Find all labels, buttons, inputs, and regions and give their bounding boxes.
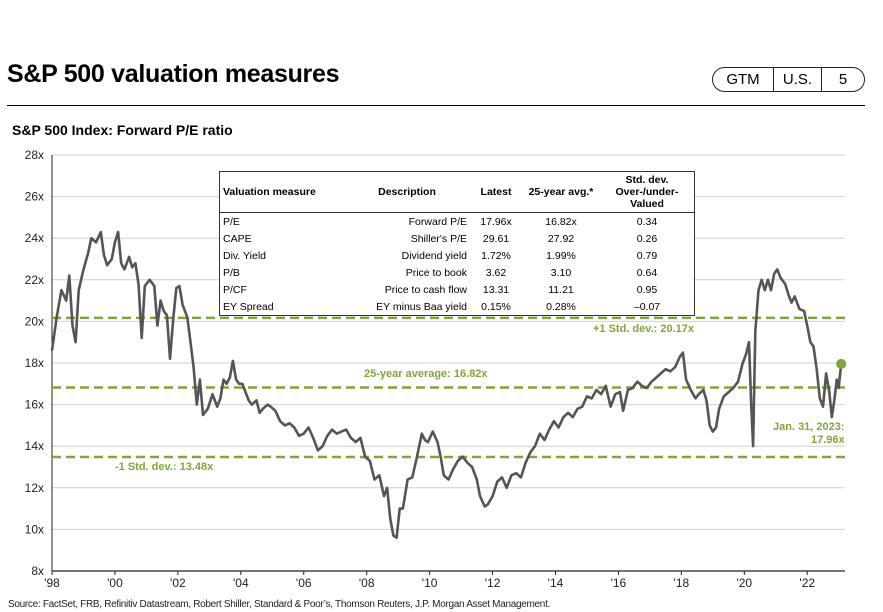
x-tick-label: '08 xyxy=(359,576,375,590)
page-title: S&P 500 valuation measures xyxy=(7,60,340,88)
x-tick-label: '16 xyxy=(611,576,627,590)
x-tick-label: '22 xyxy=(799,576,815,590)
chart-title: S&P 500 Index: Forward P/E ratio xyxy=(12,122,233,138)
x-tick-label: '10 xyxy=(422,576,438,590)
x-tick-label: '12 xyxy=(485,576,501,590)
y-tick-label: 20x xyxy=(25,314,44,328)
cell-latest: 29.61 xyxy=(482,232,510,245)
title-divider xyxy=(7,105,865,106)
table-row: Div. Yield Dividend yield 1.72% 1.99% 0.… xyxy=(220,247,695,264)
y-tick-label: 10x xyxy=(25,522,44,536)
cell-avg: 27.92 xyxy=(547,232,575,245)
y-tick-label: 18x xyxy=(25,356,44,370)
y-tick-label: 16x xyxy=(25,398,44,412)
x-tick-label: '00 xyxy=(107,576,123,590)
cell-measure: Div. Yield xyxy=(223,249,266,262)
cell-stddev: 0.79 xyxy=(636,249,658,262)
latest-value-label: 17.96x xyxy=(811,434,845,446)
cell-measure: EY Spread xyxy=(223,300,274,313)
cell-latest: 13.31 xyxy=(482,283,510,296)
cell-avg: 11.21 xyxy=(548,283,574,296)
cell-stddev: 0.95 xyxy=(636,283,658,296)
cell-avg: 16.82x xyxy=(545,215,577,228)
y-tick-label: 12x xyxy=(25,481,44,495)
col-header-stddev: Std. dev. Over-/under-Valued xyxy=(600,171,695,213)
table-row: EY Spread EY minus Baa yield 0.15% 0.28%… xyxy=(220,298,695,316)
page-badge: GTM U.S. 5 xyxy=(712,67,865,92)
badge-gtm: GTM xyxy=(713,68,774,91)
col-header-avg: 25-year avg.* xyxy=(522,171,600,213)
cell-measure: CAPE xyxy=(223,232,252,245)
y-tick-label: 14x xyxy=(25,439,44,453)
cell-avg: 1.99% xyxy=(546,249,576,262)
latest-point-marker xyxy=(836,358,847,369)
cell-latest: 1.72% xyxy=(481,249,511,262)
cell-description: EY minus Baa yield xyxy=(376,300,467,313)
y-tick-label: 26x xyxy=(25,190,44,204)
cell-measure: P/E xyxy=(223,215,240,228)
x-tick-label: '20 xyxy=(736,576,752,590)
y-tick-label: 22x xyxy=(25,273,44,287)
x-tick-label: '04 xyxy=(233,576,249,590)
cell-measure: P/B xyxy=(223,266,240,279)
cell-latest: 3.62 xyxy=(485,266,507,279)
col-header-measure: Valuation measure xyxy=(219,171,344,213)
cell-description: Dividend yield xyxy=(401,249,467,262)
col-header-description: Description xyxy=(344,171,470,213)
cell-avg: 3.10 xyxy=(550,266,572,279)
y-tick-label: 24x xyxy=(25,231,44,245)
cell-measure: P/CF xyxy=(223,283,247,296)
cell-latest: 0.15% xyxy=(481,300,511,313)
table-row: P/CF Price to cash flow 13.31 11.21 0.95 xyxy=(220,281,695,298)
series-line xyxy=(50,230,843,539)
table-row: P/E Forward P/E 17.96x 16.82x 0.34 xyxy=(220,213,695,231)
cell-stddev: 0.64 xyxy=(636,266,658,279)
valuation-table: Valuation measure Description Latest 25-… xyxy=(219,171,695,316)
upper-stddev-label: +1 Std. dev.: 20.17x xyxy=(593,323,694,335)
cell-stddev: –0.07 xyxy=(633,300,661,313)
cell-stddev: 0.26 xyxy=(636,232,658,245)
average-label: 25-year average: 16.82x xyxy=(364,368,488,380)
x-tick-label: '06 xyxy=(296,576,312,590)
x-tick-label: '98 xyxy=(44,576,60,590)
cell-description: Shiller's P/E xyxy=(410,232,467,245)
col-header-latest: Latest xyxy=(470,171,522,213)
cell-latest: 17.96x xyxy=(480,215,512,228)
x-tick-label: '18 xyxy=(674,576,690,590)
cell-description: Forward P/E xyxy=(408,215,467,228)
lower-stddev-label: -1 Std. dev.: 13.48x xyxy=(115,461,214,473)
source-note: Source: FactSet, FRB, Refinitiv Datastre… xyxy=(8,599,551,610)
y-tick-label: 8x xyxy=(31,564,44,578)
table-row: CAPE Shiller's P/E 29.61 27.92 0.26 xyxy=(220,230,695,247)
x-tick-label: '02 xyxy=(170,576,186,590)
badge-region: U.S. xyxy=(774,68,822,91)
cell-description: Price to book xyxy=(405,266,467,279)
x-tick-label: '14 xyxy=(548,576,564,590)
cell-stddev: 0.34 xyxy=(636,215,658,228)
table-row: P/B Price to book 3.62 3.10 0.64 xyxy=(220,264,695,281)
cell-avg: 0.28% xyxy=(546,300,576,313)
latest-date-label: Jan. 31, 2023: xyxy=(773,421,845,433)
badge-page-number: 5 xyxy=(838,71,848,88)
y-tick-label: 28x xyxy=(25,148,44,162)
valuation-table-header: Valuation measure Description Latest 25-… xyxy=(219,171,695,213)
cell-description: Price to cash flow xyxy=(384,283,467,296)
